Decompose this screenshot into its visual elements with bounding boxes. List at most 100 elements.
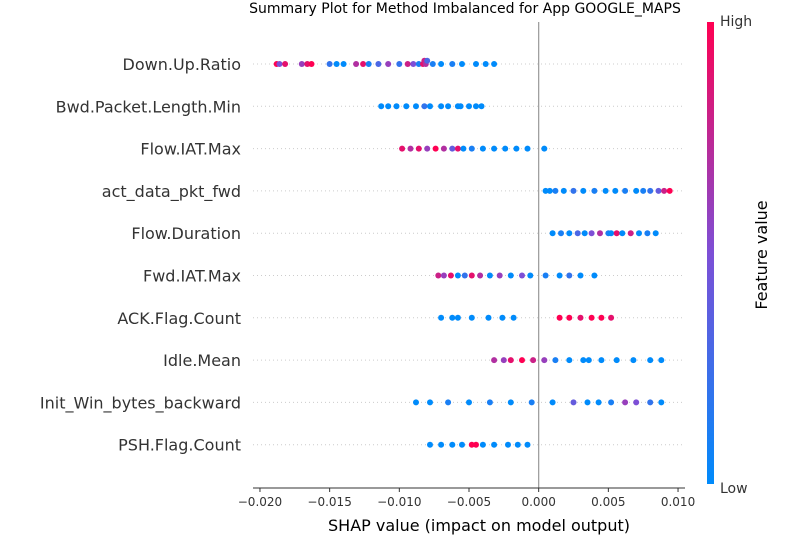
shap-point bbox=[486, 399, 493, 406]
shap-point bbox=[644, 230, 651, 237]
shap-point bbox=[566, 357, 573, 364]
shap-point bbox=[333, 61, 340, 67]
shap-point bbox=[613, 357, 620, 364]
shap-point bbox=[627, 230, 634, 237]
shap-point bbox=[365, 61, 372, 67]
shap-point bbox=[413, 399, 419, 406]
shap-point bbox=[556, 272, 563, 279]
shap-point bbox=[647, 187, 654, 194]
shap-point bbox=[560, 187, 567, 194]
x-tick-label: −0.020 bbox=[238, 495, 282, 509]
shap-point bbox=[438, 103, 445, 110]
shap-point bbox=[449, 441, 456, 448]
shap-point bbox=[552, 357, 559, 364]
shap-point bbox=[549, 399, 556, 406]
shap-point bbox=[619, 230, 626, 237]
shap-point bbox=[598, 357, 605, 364]
shap-point bbox=[591, 272, 598, 279]
shap-point bbox=[429, 61, 436, 67]
feature-label: Flow.IAT.Max bbox=[140, 140, 241, 159]
shap-point bbox=[541, 357, 548, 364]
shap-point bbox=[276, 61, 283, 67]
feature-label: Flow.Duration bbox=[131, 224, 241, 243]
shap-point bbox=[542, 272, 549, 279]
shap-point bbox=[630, 357, 637, 364]
shap-point bbox=[482, 61, 489, 67]
shap-point bbox=[622, 399, 629, 406]
shap-point bbox=[491, 61, 498, 67]
shap-point bbox=[457, 103, 464, 110]
shap-point bbox=[445, 103, 452, 110]
shap-point bbox=[612, 187, 619, 194]
shap-point bbox=[393, 103, 400, 110]
shap-point bbox=[468, 441, 475, 448]
shap-point bbox=[454, 272, 461, 279]
feature-label: PSH.Flag.Count bbox=[118, 436, 241, 455]
shap-point bbox=[308, 61, 315, 67]
shap-point bbox=[570, 399, 577, 406]
shap-point bbox=[385, 61, 392, 67]
shap-point bbox=[454, 314, 461, 321]
shap-point bbox=[353, 61, 360, 67]
shap-point bbox=[541, 145, 548, 152]
shap-point bbox=[491, 145, 498, 152]
shap-point bbox=[326, 61, 333, 67]
shap-point bbox=[608, 314, 615, 321]
shap-point bbox=[424, 57, 431, 64]
shap-point bbox=[546, 187, 553, 194]
shap-point bbox=[602, 187, 609, 194]
shap-point bbox=[486, 272, 493, 279]
shap-point bbox=[404, 61, 411, 67]
x-tick-label: 0.005 bbox=[591, 495, 625, 509]
shap-point bbox=[449, 314, 456, 321]
shap-point bbox=[652, 230, 659, 237]
shap-point bbox=[403, 103, 410, 110]
shap-point bbox=[445, 399, 452, 406]
shap-point bbox=[584, 399, 591, 406]
x-tick-label: 0.000 bbox=[521, 495, 555, 509]
shap-point bbox=[473, 61, 479, 67]
feature-label: Idle.Mean bbox=[163, 351, 241, 370]
shap-point bbox=[580, 187, 587, 194]
shap-point bbox=[477, 272, 484, 279]
shap-point bbox=[598, 314, 605, 321]
shap-point bbox=[298, 61, 305, 67]
shap-point bbox=[413, 103, 419, 110]
shap-point bbox=[647, 399, 654, 406]
shap-point bbox=[636, 230, 642, 237]
feature-labels: Down.Up.Ratio Bwd.Packet.Length.Min Flow.I… bbox=[40, 55, 241, 455]
shap-point bbox=[558, 230, 564, 237]
shap-point bbox=[519, 272, 525, 279]
shap-point bbox=[566, 272, 573, 279]
shap-point bbox=[552, 187, 559, 194]
shap-point bbox=[577, 272, 584, 279]
shap-point bbox=[385, 103, 392, 110]
shap-point bbox=[304, 61, 311, 67]
shap-point bbox=[507, 399, 514, 406]
shap-point bbox=[479, 441, 486, 448]
shap-point bbox=[438, 314, 445, 321]
colorbar-high-label: High bbox=[720, 14, 752, 30]
shap-point bbox=[440, 272, 447, 279]
shap-point bbox=[427, 441, 433, 448]
feature-row-guides bbox=[253, 63, 685, 446]
shap-point bbox=[588, 230, 595, 237]
shap-point bbox=[530, 357, 537, 364]
shap-point bbox=[570, 187, 577, 194]
shap-point bbox=[468, 314, 475, 321]
shap-point bbox=[473, 103, 479, 110]
x-tick-label: −0.015 bbox=[307, 495, 351, 509]
shap-point bbox=[468, 145, 475, 152]
shap-point bbox=[432, 145, 439, 152]
colorbar-axis-label: Feature value bbox=[752, 200, 771, 309]
shap-point bbox=[658, 357, 665, 364]
shap-point bbox=[658, 399, 665, 406]
shap-point bbox=[502, 145, 509, 152]
feature-label: act_data_pkt_fwd bbox=[102, 182, 241, 202]
shap-point bbox=[524, 441, 531, 448]
colorbar bbox=[707, 22, 714, 484]
shap-point bbox=[466, 103, 472, 110]
shap-point bbox=[580, 357, 587, 364]
shap-point bbox=[424, 145, 431, 152]
